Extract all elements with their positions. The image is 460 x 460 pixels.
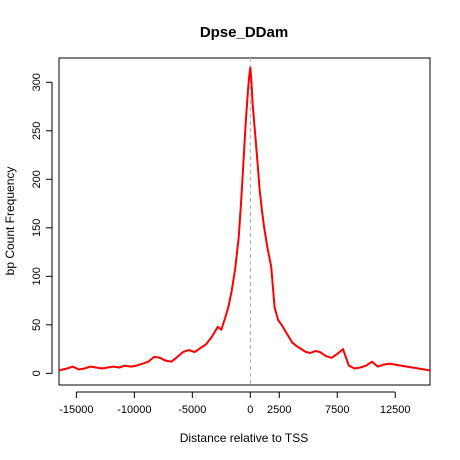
- x-tick-label: 2500: [267, 404, 291, 416]
- x-axis: -15000 -10000 -5000 0 2500 7500 12500: [59, 391, 411, 416]
- x-tick-label: -5000: [178, 404, 206, 416]
- y-axis-label: bp Count Frequency: [3, 167, 17, 276]
- series-line: [58, 66, 431, 372]
- y-tick-label: 200: [31, 170, 43, 188]
- y-tick-label: 100: [31, 267, 43, 285]
- x-tick-label: -10000: [117, 404, 151, 416]
- y-tick-label: 250: [31, 122, 43, 140]
- series-layer: [58, 66, 431, 372]
- x-tick-label: 7500: [325, 404, 349, 416]
- x-axis-label: Distance relative to TSS: [180, 431, 309, 445]
- y-tick-label: 50: [31, 319, 43, 331]
- y-tick-label: 0: [31, 370, 43, 376]
- x-tick-label: 12500: [380, 404, 411, 416]
- y-tick-label: 150: [31, 219, 43, 237]
- plot-frame: [58, 57, 431, 386]
- y-axis: 0 50 100 150 200 250 300: [31, 73, 53, 376]
- y-tick-label: 300: [31, 73, 43, 91]
- x-tick-label: 0: [247, 404, 253, 416]
- chart-title: Dpse_DDam: [200, 24, 288, 41]
- x-tick-label: -15000: [59, 404, 93, 416]
